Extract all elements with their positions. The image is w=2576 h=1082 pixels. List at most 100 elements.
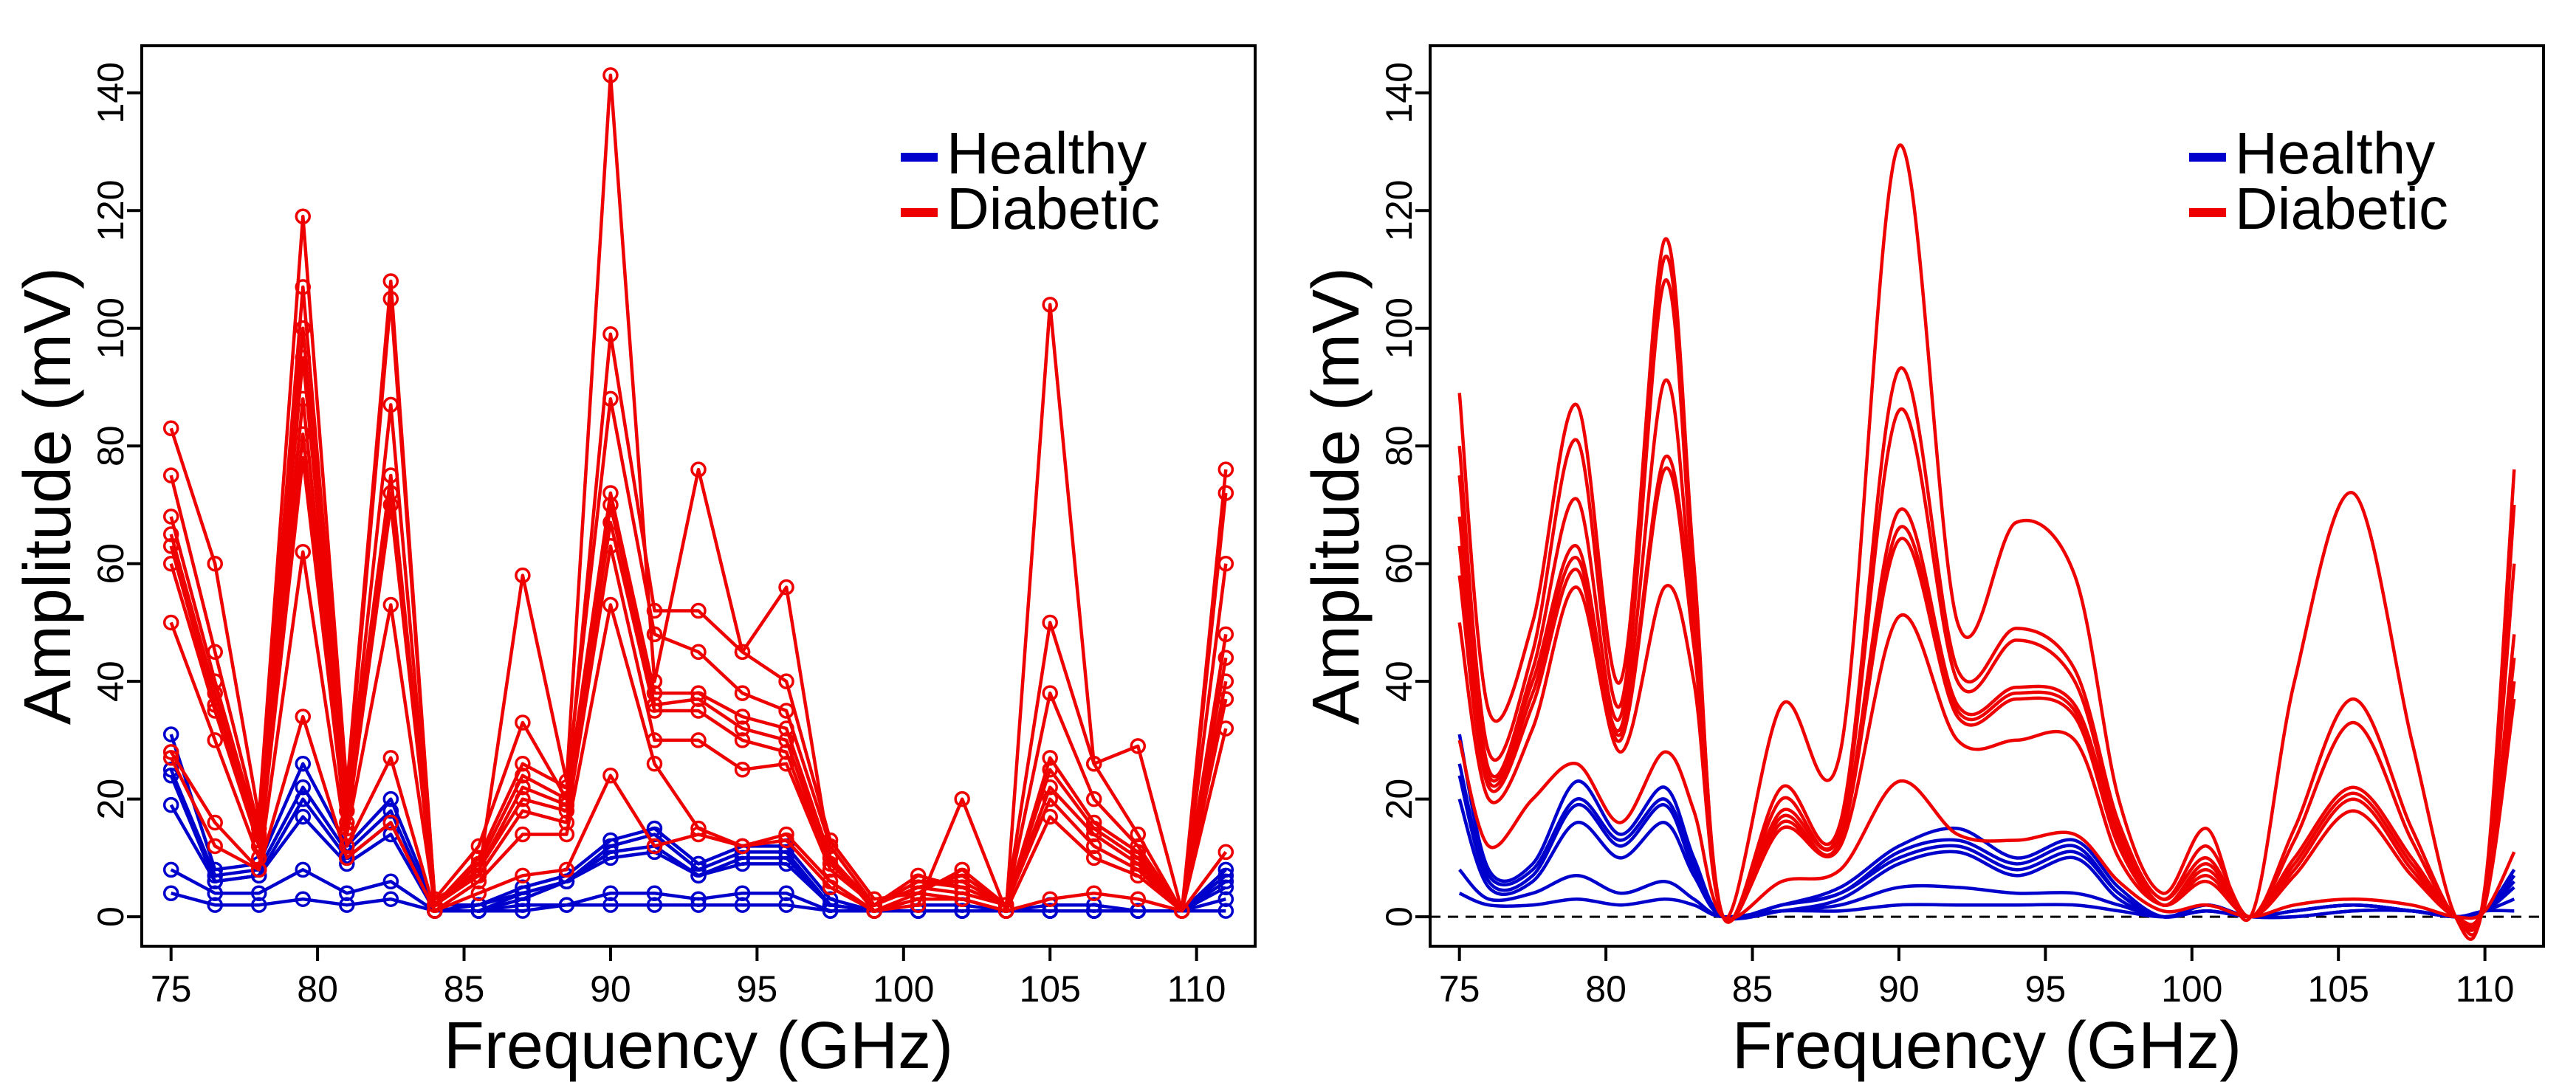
left-x-axis-title: Frequency (GHz) bbox=[444, 1009, 953, 1082]
left-diabetic-data-point bbox=[602, 497, 619, 513]
left-healthy-data-point bbox=[1217, 891, 1234, 907]
left-diabetic-series-line bbox=[169, 714, 1228, 913]
right-y-tick-label: 120 bbox=[1378, 180, 1420, 241]
left-healthy-data-point bbox=[778, 897, 794, 913]
right-diabetic-series-curve bbox=[1457, 278, 2516, 932]
left-diabetic-data-point bbox=[602, 485, 619, 501]
right-x-tick-label: 90 bbox=[1878, 968, 1920, 1010]
right-y-tick-label: 20 bbox=[1378, 779, 1420, 820]
left-diabetic-data-point bbox=[690, 732, 707, 748]
left-diabetic-data-point bbox=[382, 497, 399, 513]
left-healthy-data-point bbox=[162, 885, 179, 901]
left-diabetic-data-point bbox=[1130, 891, 1147, 907]
left-healthy-data-point bbox=[646, 885, 663, 901]
left-healthy-data-point bbox=[382, 790, 399, 807]
left-diabetic-data-point bbox=[295, 349, 312, 366]
left-healthy-data-point bbox=[558, 897, 575, 913]
left-diabetic-data-point bbox=[207, 555, 223, 572]
left-healthy-data-point bbox=[954, 903, 970, 919]
left-diabetic-data-point bbox=[427, 903, 443, 919]
left-diabetic-data-point bbox=[1042, 614, 1058, 631]
left-healthy-data-point bbox=[382, 891, 399, 907]
left-diabetic-data-point bbox=[734, 709, 751, 725]
right-x-tick-label: 75 bbox=[1439, 968, 1480, 1010]
left-healthy-data-point bbox=[1085, 903, 1102, 919]
left-diabetic-data-point bbox=[1042, 762, 1058, 778]
right-healthy-series-curve bbox=[1457, 798, 2515, 920]
left-diabetic-data-point bbox=[1042, 297, 1058, 313]
left-healthy-data-point bbox=[734, 885, 751, 901]
left-diabetic-data-point bbox=[646, 626, 663, 643]
left-diabetic-data-point bbox=[954, 891, 970, 907]
left-legend-label-healthy: Healthy bbox=[947, 120, 1147, 186]
left-healthy-data-point bbox=[778, 885, 794, 901]
right-y-tick-label: 40 bbox=[1378, 661, 1420, 702]
left-diabetic-data-point bbox=[250, 861, 267, 878]
left-diabetic-data-point bbox=[1217, 691, 1234, 707]
left-chart-panel: 75 80 85 90 95 100 105 110 0 20 40 60 80 100 120 140 Fre… bbox=[11, 44, 1257, 1082]
left-healthy-data-point bbox=[822, 903, 839, 919]
left-diabetic-data-point bbox=[646, 756, 663, 772]
right-diabetic-series-curve bbox=[1457, 143, 2516, 941]
left-diabetic-data-point bbox=[778, 732, 794, 748]
left-diabetic-data-point bbox=[822, 861, 839, 878]
left-diabetic-data-point bbox=[866, 903, 882, 919]
left-diabetic-data-point bbox=[1217, 485, 1234, 501]
left-diabetic-data-point bbox=[295, 208, 312, 224]
left-diabetic-data-point bbox=[1130, 738, 1147, 754]
left-healthy-data-point bbox=[295, 861, 312, 878]
left-healthy-data-point bbox=[162, 861, 179, 878]
left-healthy-data-point bbox=[162, 796, 179, 813]
left-y-tick-label: 120 bbox=[90, 180, 131, 241]
left-diabetic-data-point bbox=[558, 826, 575, 843]
left-diabetic-data-point bbox=[295, 426, 312, 443]
left-healthy-data-point bbox=[295, 891, 312, 907]
left-x-tick-label: 100 bbox=[873, 968, 934, 1010]
left-diabetic-data-point bbox=[997, 903, 1014, 919]
left-healthy-data-point bbox=[250, 885, 267, 901]
left-healthy-data-point bbox=[646, 897, 663, 913]
left-diabetic-data-point bbox=[734, 644, 751, 661]
left-diabetic-data-point bbox=[1042, 891, 1058, 907]
left-diabetic-data-point bbox=[778, 579, 794, 596]
right-diabetic-series-curve bbox=[1457, 740, 2516, 921]
left-healthy-data-point bbox=[602, 850, 619, 866]
right-y-tick-label: 80 bbox=[1378, 425, 1420, 466]
left-diabetic-data-point bbox=[382, 750, 399, 766]
left-diabetic-data-point bbox=[295, 320, 312, 337]
left-diabetic-data-point bbox=[515, 567, 531, 584]
left-diabetic-data-point bbox=[515, 867, 531, 884]
left-diabetic-data-point bbox=[207, 814, 223, 831]
left-diabetic-data-point bbox=[162, 538, 179, 554]
left-healthy-data-point bbox=[295, 808, 312, 825]
left-diabetic-data-point bbox=[515, 802, 531, 819]
left-diabetic-data-point bbox=[690, 461, 707, 478]
left-healthy-series-line bbox=[171, 892, 1226, 913]
left-healthy-data-point bbox=[470, 903, 487, 919]
left-diabetic-data-point bbox=[515, 826, 531, 843]
left-diabetic-data-point bbox=[778, 832, 794, 849]
left-chart-svg: 75 80 85 90 95 100 105 110 0 20 40 60 80 100 120 140 Fre… bbox=[11, 44, 1257, 1082]
left-diabetic-data-point bbox=[646, 838, 663, 855]
right-plot-frame bbox=[1429, 44, 2545, 948]
left-healthy-data-point bbox=[602, 885, 619, 901]
left-series-group bbox=[162, 67, 1234, 919]
left-diabetic-data-point bbox=[778, 720, 794, 737]
left-diabetic-data-point bbox=[734, 732, 751, 748]
left-diabetic-data-point bbox=[910, 891, 927, 907]
left-healthy-data-point bbox=[162, 726, 179, 742]
right-y-tick-label: 100 bbox=[1378, 297, 1420, 359]
left-diabetic-data-point bbox=[207, 838, 223, 855]
left-y-tick-label: 100 bbox=[90, 297, 131, 359]
right-y-tick-label: 140 bbox=[1378, 62, 1420, 123]
left-diabetic-data-point bbox=[382, 291, 399, 307]
right-x-tick-label: 95 bbox=[2025, 968, 2067, 1010]
right-x-tick-label: 85 bbox=[1732, 968, 1773, 1010]
right-chart-svg: 75 80 85 90 95 100 105 110 0 20 40 60 80 100 120 140 Fre… bbox=[1299, 44, 2545, 1082]
left-diabetic-data-point bbox=[954, 790, 970, 807]
left-diabetic-data-point bbox=[382, 485, 399, 501]
left-diabetic-data-point bbox=[1085, 850, 1102, 866]
left-diabetic-data-point bbox=[515, 756, 531, 772]
left-diabetic-data-point bbox=[1217, 461, 1234, 478]
left-legend-label-diabetic: Diabetic bbox=[947, 176, 1160, 241]
